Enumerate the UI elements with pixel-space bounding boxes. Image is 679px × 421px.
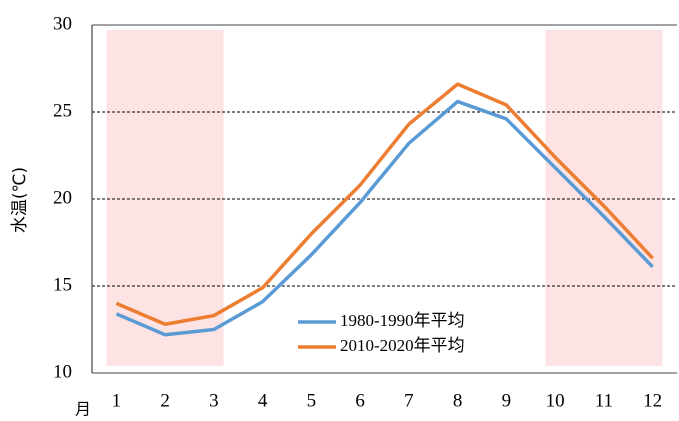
x-tick-label: 11	[595, 390, 613, 411]
x-tick-label: 8	[453, 390, 463, 411]
shaded-region	[545, 30, 663, 366]
x-tick-label: 1	[112, 390, 122, 411]
shaded-region	[106, 30, 224, 366]
y-tick-label: 15	[53, 274, 72, 295]
y-tick-label: 20	[53, 187, 72, 208]
x-axis-label: 月	[75, 400, 91, 419]
y-tick-label: 25	[53, 100, 72, 121]
x-tick-label: 3	[209, 390, 219, 411]
x-tick-label: 12	[643, 390, 662, 411]
y-tick-label: 10	[53, 361, 72, 382]
legend-label: 2010-2020年平均	[340, 336, 465, 355]
x-tick-label: 9	[502, 390, 512, 411]
series-line	[115, 82, 654, 327]
x-tick-label: 10	[546, 390, 565, 411]
y-tick-label: 30	[53, 13, 72, 34]
series-line	[115, 99, 654, 337]
x-tick-label: 4	[258, 390, 268, 411]
x-tick-label: 2	[160, 390, 170, 411]
x-tick-label: 7	[404, 390, 414, 411]
x-tick-label: 6	[355, 390, 365, 411]
legend-label: 1980-1990年平均	[340, 311, 465, 330]
y-axis-label: 水温(℃)	[10, 167, 30, 233]
x-tick-label: 5	[307, 390, 317, 411]
